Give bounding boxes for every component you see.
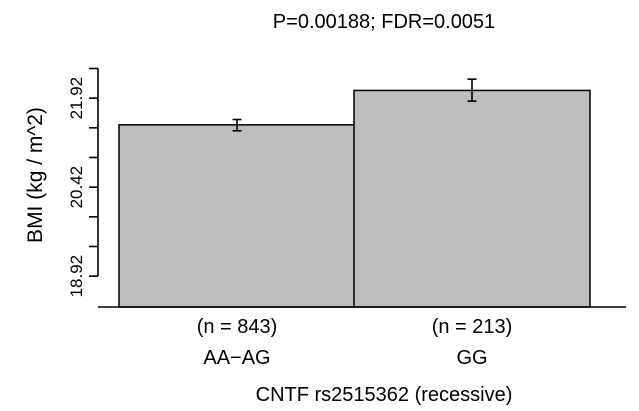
bars-layer <box>118 78 591 308</box>
category-label: GG <box>456 347 487 369</box>
category-count-label: (n = 213) <box>432 316 513 338</box>
y-tick-label: 20.42 <box>67 166 86 209</box>
bar-2 <box>353 89 591 308</box>
chart-title: P=0.00188; FDR=0.0051 <box>273 11 495 33</box>
error-bar-2 <box>467 78 477 102</box>
category-label: AA−AG <box>203 347 270 369</box>
y-tick-label: 21.92 <box>67 77 86 120</box>
error-bar-1 <box>232 118 242 132</box>
y-axis-label: BMI (kg / m^2) <box>24 107 47 243</box>
y-axis: 18.92 20.42 21.92 <box>67 67 626 308</box>
x-category-labels: (n = 843) AA−AG (n = 213) GG <box>197 316 513 369</box>
x-axis-label: CNTF rs2515362 (recessive) <box>256 384 513 406</box>
category-count-label: (n = 843) <box>197 316 278 338</box>
bar-1 <box>118 124 356 308</box>
y-tick-label: 18.92 <box>67 255 86 298</box>
